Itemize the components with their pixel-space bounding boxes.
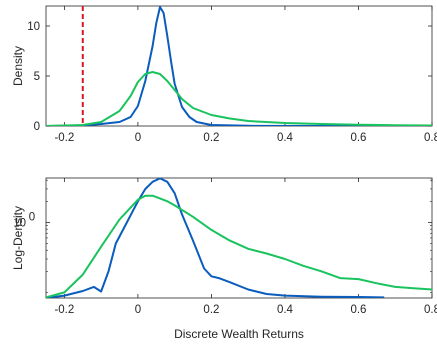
x-tick-label: -0.2 bbox=[54, 132, 74, 144]
plot-frame bbox=[45, 177, 433, 299]
y-tick-label: 0 bbox=[34, 121, 40, 133]
series-line-0 bbox=[46, 178, 385, 298]
series-line-1 bbox=[46, 194, 432, 298]
x-tick-label: 0.2 bbox=[203, 304, 219, 316]
x-tick-label: 0.6 bbox=[350, 132, 366, 144]
y-tick-label: 10 bbox=[13, 217, 26, 229]
x-tick-label: 0.6 bbox=[350, 304, 366, 316]
plot-frame bbox=[45, 5, 433, 127]
x-tick-label: -0.2 bbox=[54, 304, 74, 316]
log-density-panel: -0.2 0 0.2 0.4 0.6 0.810 0Log-DensityDiscrete … bbox=[11, 177, 437, 341]
x-tick-label: 0.4 bbox=[277, 304, 294, 316]
x-tick-label: 0.2 bbox=[203, 132, 219, 144]
y-tick-label: 5 bbox=[34, 71, 40, 83]
x-tick-label: 0 bbox=[135, 132, 141, 144]
y-axis-label: Density bbox=[11, 46, 25, 86]
x-axis-label: Discrete Wealth Returns bbox=[174, 327, 304, 341]
y-tick-label: 10 bbox=[27, 21, 40, 33]
x-tick-label: 0.4 bbox=[277, 132, 294, 144]
y-tick-label-exponent: 0 bbox=[29, 211, 35, 223]
series-line-0 bbox=[46, 6, 385, 126]
x-tick-label: 0.8 bbox=[424, 132, 437, 144]
density-panel: -0.2 0 0.2 0.4 0.6 0.8 0 5 10 Density bbox=[11, 5, 437, 144]
x-tick-label: 0 bbox=[135, 304, 141, 316]
x-tick-label: 0.8 bbox=[424, 304, 437, 316]
y-axis-label: Log-Density bbox=[11, 206, 25, 270]
series-line-1 bbox=[46, 71, 432, 126]
